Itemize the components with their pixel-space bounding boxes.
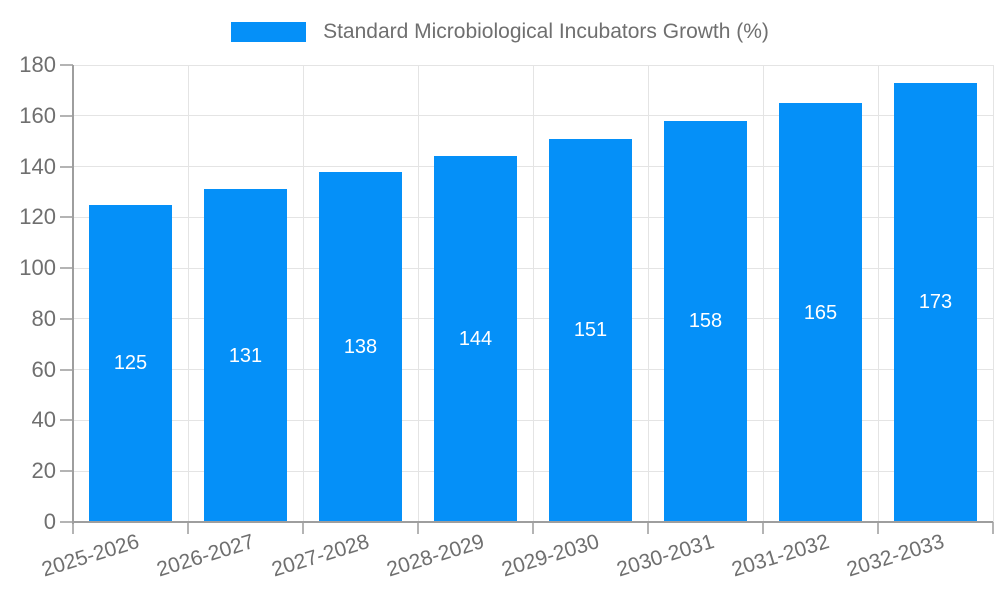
x-axis-tick-mark [532, 522, 534, 534]
bar[interactable]: 173 [894, 82, 977, 522]
y-axis-tick-label: 0 [43, 509, 56, 534]
y-axis-tick-label: 180 [19, 52, 56, 77]
gridline-vertical [187, 65, 189, 522]
bar-value-label: 138 [343, 335, 378, 358]
y-axis-tick-mark [60, 165, 73, 168]
gridline-vertical [302, 65, 304, 522]
bar[interactable]: 158 [664, 120, 747, 522]
x-axis-tick-label: 2025-2026 [39, 530, 142, 582]
bar-value-label: 165 [803, 301, 838, 324]
y-axis-tick-label: 80 [31, 305, 56, 331]
x-axis-tick-mark [72, 522, 74, 534]
x-axis-tick-label: 2032-2033 [844, 530, 947, 582]
gridline-vertical [647, 65, 649, 522]
y-axis-tick-mark [60, 368, 73, 371]
bar-value-label: 151 [573, 319, 608, 342]
bar-value-label: 131 [228, 344, 263, 367]
x-axis-tick-mark [762, 522, 764, 534]
x-axis-tick-mark [187, 522, 189, 534]
legend-label: Standard Microbiological Incubators Grow… [323, 20, 769, 43]
x-axis-tick-label: 2031-2032 [729, 530, 832, 582]
y-axis-tick-label: 20 [31, 458, 56, 484]
x-axis-tick-label: 2026-2027 [154, 530, 257, 582]
x-axis-tick-label: 2027-2028 [269, 530, 372, 582]
legend-swatch-icon [231, 22, 307, 42]
y-axis-tick-label: 120 [19, 204, 56, 230]
y-axis-tick-label: 100 [19, 255, 56, 281]
bar-value-label: 144 [458, 328, 493, 351]
bar[interactable]: 138 [319, 171, 402, 522]
gridline-vertical [762, 65, 764, 522]
y-axis-line [72, 65, 74, 524]
y-axis-tick-mark [60, 216, 73, 219]
bar-value-label: 125 [113, 352, 148, 375]
x-axis-tick-mark [992, 522, 994, 534]
y-axis-tick-label: 60 [31, 356, 56, 382]
x-axis-tick-label: 2030-2031 [614, 530, 717, 582]
x-axis-tick-mark [647, 522, 649, 534]
y-axis-tick-label: 160 [19, 102, 56, 128]
y-axis-tick-mark [60, 317, 73, 320]
y-axis-tick-mark [60, 114, 73, 117]
y-axis-tick-mark [60, 64, 73, 66]
bar[interactable]: 131 [204, 189, 287, 522]
y-axis-tick-mark [60, 521, 73, 523]
bar-value-label: 173 [918, 291, 953, 314]
y-axis-tick-mark [60, 470, 73, 473]
bar[interactable]: 144 [434, 156, 517, 522]
gridline-vertical [417, 65, 419, 522]
x-axis-tick-label: 2029-2030 [499, 530, 602, 582]
gridline-vertical [992, 65, 994, 522]
y-axis-tick-label: 140 [19, 153, 56, 179]
gridline-vertical [877, 65, 879, 522]
x-axis-line [73, 521, 993, 523]
bar[interactable]: 165 [779, 103, 862, 522]
bar-value-label: 158 [688, 310, 723, 333]
x-axis-tick-label: 2028-2029 [384, 530, 487, 582]
y-axis-tick-mark [60, 267, 73, 270]
x-axis-tick-mark [877, 522, 879, 534]
chart-legend[interactable]: Standard Microbiological Incubators Grow… [0, 20, 1000, 44]
gridline-vertical [532, 65, 534, 522]
bar[interactable]: 125 [89, 204, 172, 522]
x-axis-tick-mark [302, 522, 304, 534]
y-axis-tick-label: 40 [31, 407, 56, 433]
y-axis-tick-mark [60, 419, 73, 422]
x-axis-tick-mark [417, 522, 419, 534]
bar[interactable]: 151 [549, 138, 632, 522]
